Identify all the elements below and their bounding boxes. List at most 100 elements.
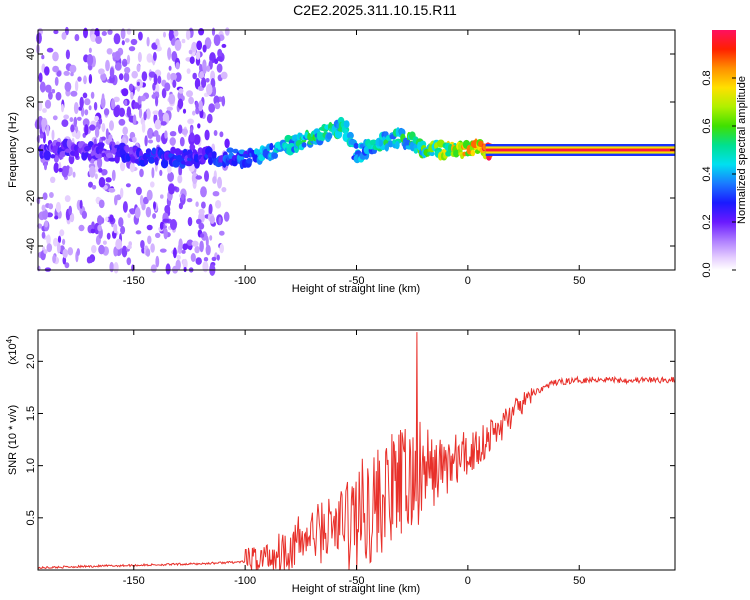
spectrogram-noise-cell <box>53 29 59 35</box>
spectrogram-noise-cell <box>89 165 96 178</box>
spectrogram-noise-cell <box>109 67 115 79</box>
spectrogram-signal-cell <box>301 142 307 148</box>
spectrogram-noise-cell <box>98 244 105 255</box>
spectrogram-noise-cell <box>166 72 171 81</box>
spectrogram-noise-cell <box>53 155 59 163</box>
spectrogram-signal-cell <box>105 152 113 159</box>
spectrogram-signal-cell <box>154 156 159 166</box>
spectrogram-noise-cell <box>50 176 56 183</box>
spectrogram-noise-cell <box>115 238 123 250</box>
spectrogram-noise-cell <box>73 102 79 114</box>
spectrogram-noise-cell <box>109 214 114 223</box>
spectrogram-noise-cell <box>136 81 140 87</box>
snr-y-ticks: 0.5 1.0 1.5 2.0 <box>25 354 675 525</box>
spectrogram-signal-cell <box>246 158 253 164</box>
spectrogram-noise-cell <box>112 52 116 58</box>
spectrogram-noise-cell <box>212 191 220 197</box>
spectrogram-noise-cell <box>189 143 196 151</box>
snr-panel: -150 -100 -50 0 50 0.5 1.0 1.5 2.0 Height of st… <box>5 329 676 595</box>
spectrogram-noise-cell <box>134 207 141 219</box>
spectrogram-noise-cell <box>90 228 96 234</box>
spectrogram-x-tick-label: -100 <box>234 275 256 287</box>
spectrogram-noise-cell <box>181 128 188 135</box>
spectrogram-noise-cell <box>177 98 184 109</box>
spectrogram-noise-cell <box>73 116 78 127</box>
spectrogram-noise-cell <box>175 259 181 271</box>
spectrogram-noise-cell <box>49 192 54 198</box>
spectrogram-noise-cell <box>147 235 152 245</box>
spectrogram-noise-cell <box>109 120 114 131</box>
spectrogram-noise-cell <box>146 108 151 120</box>
spectrogram-noise-cell <box>43 249 48 254</box>
spectrogram-noise-cell <box>52 51 59 62</box>
spectrogram-noise-cell <box>102 240 107 245</box>
spectrogram-noise-cell <box>135 230 142 235</box>
spectrogram-noise-cell <box>152 110 160 115</box>
spectrogram-noise-cell <box>92 185 97 190</box>
snr-y-label: SNR (10 * v/v) <box>7 405 19 475</box>
spectrogram-noise-cell <box>97 157 103 169</box>
spectrogram-y-label: Frequency (Hz) <box>7 112 19 188</box>
spectrogram-noise-cell <box>88 64 92 70</box>
spectrogram-noise-cell <box>57 235 62 244</box>
spectrogram-noise-cell <box>82 118 90 127</box>
spectrogram-noise-cell <box>212 176 217 184</box>
spectrogram-noise-cell <box>122 201 128 213</box>
spectrogram-noise-cell <box>164 205 171 214</box>
spectrogram-noise-cell <box>101 122 106 133</box>
spectrogram-noise-cell <box>42 192 48 200</box>
spectrogram-noise-cell <box>46 234 51 246</box>
spectrogram-noise-cell <box>70 72 74 77</box>
spectrogram-noise-cell <box>160 194 164 199</box>
spectrogram-x-tick-label: 0 <box>465 275 471 287</box>
spectrogram-noise-cell <box>190 253 196 262</box>
spectrogram-noise-cell <box>193 134 201 145</box>
spectrogram-noise-cell <box>124 66 131 74</box>
spectrogram-noise-cell <box>108 187 116 193</box>
spectrogram-noise-cell <box>105 177 112 183</box>
spectrogram-noise-cell <box>53 162 60 174</box>
spectrogram-noise-cell <box>198 208 205 215</box>
spectrogram-y-tick-label: -40 <box>25 238 37 254</box>
spectrogram-signal-cell <box>271 152 278 159</box>
spectrogram-noise-cell <box>177 174 183 184</box>
spectrogram-noise-cell <box>143 111 147 121</box>
spectrogram-noise-cell <box>90 91 95 99</box>
colorbar-tick-label: 0.6 <box>701 118 713 133</box>
spectrogram-noise-cell <box>204 129 210 141</box>
spectrogram-noise-cell <box>195 50 201 60</box>
spectrogram-noise-cell <box>105 128 109 140</box>
spectrogram-noise-cell <box>167 47 172 60</box>
spectrogram-noise-cell <box>64 262 70 269</box>
spectrogram-noise-cell <box>45 84 52 93</box>
spectrogram-noise-cell <box>84 109 89 116</box>
spectrogram-noise-cell <box>52 115 58 121</box>
spectrogram-x-tick-label: -50 <box>349 275 365 287</box>
spectrogram-noise-cell <box>55 91 62 101</box>
snr-multiplier: (x104) <box>5 335 19 365</box>
spectrogram-noise-cell <box>122 61 128 66</box>
spectrogram-noise-cell <box>141 71 148 82</box>
spectrogram-noise-cell <box>167 165 172 174</box>
spectrogram-noise-cell <box>195 257 202 265</box>
spectrogram-noise-cell <box>72 171 76 178</box>
spectrogram-noise-cell <box>48 203 54 210</box>
spectrogram-noise-cell <box>69 64 77 74</box>
spectrogram-noise-cell <box>94 173 98 180</box>
spectrogram-signal-cell <box>148 156 155 164</box>
spectrogram-noise-cell <box>52 254 56 264</box>
spectrogram-noise-cell <box>120 161 126 172</box>
spectrogram-noise-cell <box>46 243 53 253</box>
spectrogram-noise-cell <box>150 181 155 188</box>
spectrogram-noise-cell <box>120 225 126 235</box>
spectrogram-noise-cell <box>41 54 45 60</box>
spectrogram-noise-cell <box>211 27 216 36</box>
spectrogram-noise-cell <box>106 48 113 55</box>
spectrogram-heatmap <box>34 26 675 276</box>
spectrogram-noise-cell <box>216 254 220 261</box>
spectrogram-noise-cell <box>97 215 103 226</box>
spectrogram-noise-cell <box>202 63 207 74</box>
spectrogram-noise-cell <box>207 113 213 124</box>
spectrogram-noise-cell <box>178 238 183 251</box>
